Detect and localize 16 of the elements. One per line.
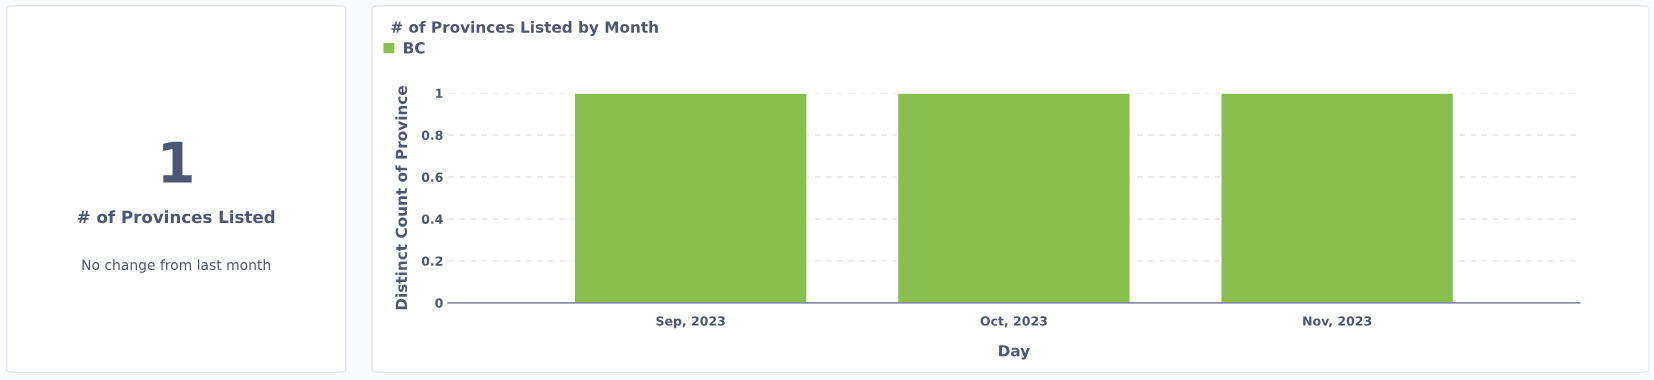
y-tick-label: 0.6 [421, 172, 443, 182]
y-tick-label: 1 [436, 88, 443, 98]
x-tick-label: Sep, 2023 [656, 316, 725, 329]
y-tick-label: 0.4 [421, 214, 443, 224]
text: 1 [163, 141, 192, 183]
text: No change from last month [82, 259, 271, 273]
chart-title: # of Provinces Listed by Month [391, 21, 658, 36]
text: # of Provinces Listed [77, 210, 275, 224]
y-tick-label: 0 [435, 298, 443, 308]
x-tick-label: Nov, 2023 [1303, 316, 1372, 328]
y-tick-label: 0.2 [421, 256, 443, 266]
y-axis-title: Distinct Count of Province [395, 86, 408, 310]
y-tick-label: 0.8 [421, 130, 443, 140]
x-axis-title: Day [999, 345, 1030, 360]
x-tick-label: Oct, 2023 [980, 316, 1047, 328]
legend-label: BC [404, 42, 425, 54]
